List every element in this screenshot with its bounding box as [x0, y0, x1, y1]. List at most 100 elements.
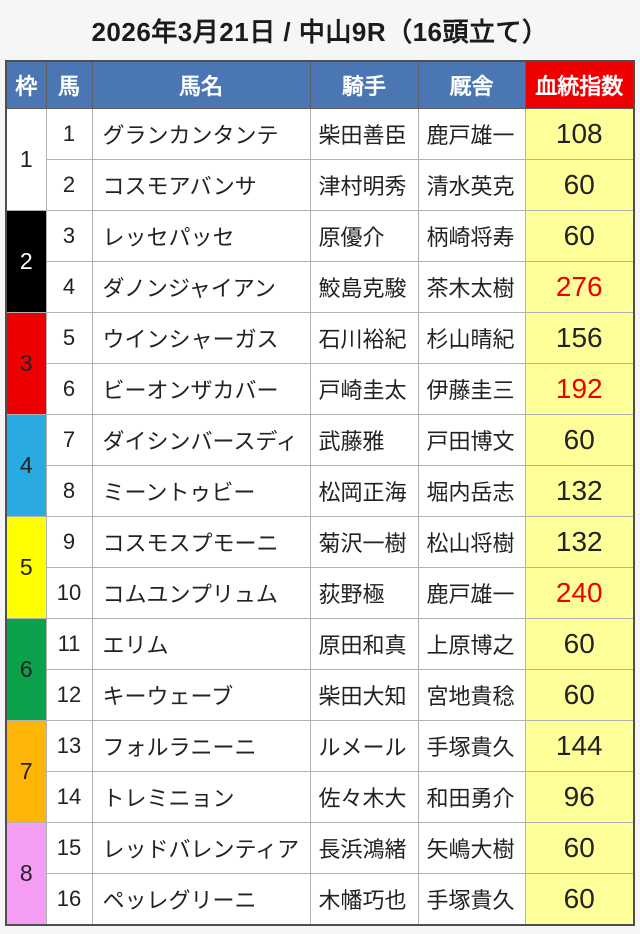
- horse-number-cell: 15: [45, 822, 93, 874]
- blood-index-cell: 132: [524, 465, 635, 517]
- table-header-row: 枠 馬 馬名 騎手 厩舎 血統指数: [5, 60, 635, 109]
- frame-number-cell: 1: [5, 108, 47, 211]
- header-jockey: 騎手: [309, 60, 419, 109]
- race-entry-table: 枠 馬 馬名 騎手 厩舎 血統指数 1 1 グランカンタンテ 柴田善臣 鹿戸雄一 108 2…: [5, 60, 635, 926]
- stable-name-cell: 和田勇介: [417, 771, 526, 823]
- horse-name-cell: ウインシャーガス: [91, 312, 311, 364]
- jockey-name-cell: 戸崎圭太: [309, 363, 419, 415]
- table-row: 7 13 フォルラニーニ ルメール 手塚貴久 144: [5, 720, 635, 823]
- blood-index-cell: 96: [524, 771, 635, 823]
- horse-number-cell: 16: [45, 873, 93, 926]
- horse-number-cell: 14: [45, 771, 93, 823]
- jockey-name-cell: 柴田善臣: [309, 108, 419, 160]
- jockey-name-cell: 石川裕紀: [309, 312, 419, 364]
- table-row: 6 ビーオンザカバー 戸崎圭太 伊藤圭三 192: [6, 363, 635, 415]
- header-blood-index: 血統指数: [524, 60, 635, 109]
- frame-number-cell: 4: [5, 414, 47, 517]
- horse-name-cell: コスモアバンサ: [91, 159, 311, 211]
- blood-index-cell: 60: [524, 669, 635, 721]
- blood-index-cell: 60: [524, 822, 635, 874]
- horse-name-cell: ペッレグリーニ: [91, 873, 311, 926]
- jockey-name-cell: 荻野極: [309, 567, 419, 619]
- table-row: 2 3 レッセパッセ 原優介 柄崎将寿 60: [5, 210, 635, 313]
- frame-number-cell: 6: [5, 618, 47, 721]
- frame-number-cell: 2: [5, 210, 47, 313]
- blood-index-cell: 276: [524, 261, 635, 313]
- horse-number-cell: 10: [45, 567, 93, 619]
- stable-name-cell: 矢嶋大樹: [417, 822, 526, 874]
- table-row: 4 ダノンジャイアン 鮫島克駿 茶木太樹 276: [6, 261, 635, 313]
- stable-name-cell: 宮地貴稔: [417, 669, 526, 721]
- jockey-name-cell: 武藤雅: [309, 414, 419, 466]
- table-row: 2 コスモアバンサ 津村明秀 清水英克 60: [6, 159, 635, 211]
- horse-number-cell: 6: [45, 363, 93, 415]
- jockey-name-cell: 松岡正海: [309, 465, 419, 517]
- horse-number-cell: 1: [45, 108, 93, 160]
- jockey-name-cell: 柴田大知: [309, 669, 419, 721]
- stable-name-cell: 鹿戸雄一: [417, 108, 526, 160]
- stable-name-cell: 松山将樹: [417, 516, 526, 568]
- blood-index-cell: 192: [524, 363, 635, 415]
- stable-name-cell: 茶木太樹: [417, 261, 526, 313]
- table-row: 4 7 ダイシンバースディ 武藤雅 戸田博文 60: [5, 414, 635, 517]
- blood-index-cell: 132: [524, 516, 635, 568]
- frame-number-cell: 7: [5, 720, 47, 823]
- stable-name-cell: 上原博之: [417, 618, 526, 670]
- table-row: 5 9 コスモスプモーニ 菊沢一樹 松山将樹 132: [5, 516, 635, 619]
- jockey-name-cell: ルメール: [309, 720, 419, 772]
- header-stable: 厩舎: [417, 60, 526, 109]
- frame-number-cell: 5: [5, 516, 47, 619]
- table-row: 8 ミーントゥビー 松岡正海 堀内岳志 132: [6, 465, 635, 517]
- blood-index-cell: 240: [524, 567, 635, 619]
- table-row: 1 1 グランカンタンテ 柴田善臣 鹿戸雄一 108: [5, 108, 635, 211]
- horse-name-cell: トレミニョン: [91, 771, 311, 823]
- header-frame: 枠: [5, 60, 47, 109]
- horse-number-cell: 9: [45, 516, 93, 568]
- horse-name-cell: ミーントゥビー: [91, 465, 311, 517]
- horse-number-cell: 12: [45, 669, 93, 721]
- horse-number-cell: 5: [45, 312, 93, 364]
- blood-index-cell: 144: [524, 720, 635, 772]
- horse-name-cell: ダノンジャイアン: [91, 261, 311, 313]
- horse-name-cell: フォルラニーニ: [91, 720, 311, 772]
- jockey-name-cell: 長浜鴻緒: [309, 822, 419, 874]
- horse-name-cell: ビーオンザカバー: [91, 363, 311, 415]
- jockey-name-cell: 原田和真: [309, 618, 419, 670]
- table-row: 16 ペッレグリーニ 木幡巧也 手塚貴久 60: [6, 873, 635, 926]
- blood-index-cell: 108: [524, 108, 635, 160]
- table-row: 10 コムユンプリュム 荻野極 鹿戸雄一 240: [6, 567, 635, 619]
- blood-index-cell: 60: [524, 618, 635, 670]
- horse-name-cell: ダイシンバースディ: [91, 414, 311, 466]
- horse-number-cell: 2: [45, 159, 93, 211]
- jockey-name-cell: 木幡巧也: [309, 873, 419, 926]
- blood-index-cell: 156: [524, 312, 635, 364]
- blood-index-cell: 60: [524, 210, 635, 262]
- table-row: 3 5 ウインシャーガス 石川裕紀 杉山晴紀 156: [5, 312, 635, 415]
- table-row: 12 キーウェーブ 柴田大知 宮地貴稔 60: [6, 669, 635, 721]
- jockey-name-cell: 津村明秀: [309, 159, 419, 211]
- stable-name-cell: 鹿戸雄一: [417, 567, 526, 619]
- horse-name-cell: キーウェーブ: [91, 669, 311, 721]
- frame-number-cell: 8: [5, 822, 47, 926]
- horse-name-cell: レッドバレンティア: [91, 822, 311, 874]
- stable-name-cell: 伊藤圭三: [417, 363, 526, 415]
- horse-number-cell: 7: [45, 414, 93, 466]
- jockey-name-cell: 鮫島克駿: [309, 261, 419, 313]
- blood-index-cell: 60: [524, 414, 635, 466]
- horse-table-body: 1 1 グランカンタンテ 柴田善臣 鹿戸雄一 108 2 コスモアバンサ 津村明秀 清水英克 60 2…: [5, 108, 635, 926]
- horse-name-cell: レッセパッセ: [91, 210, 311, 262]
- stable-name-cell: 杉山晴紀: [417, 312, 526, 364]
- header-horse-name: 馬名: [91, 60, 311, 109]
- stable-name-cell: 柄崎将寿: [417, 210, 526, 262]
- frame-number-cell: 3: [5, 312, 47, 415]
- table-row: 8 15 レッドバレンティア 長浜鴻緒 矢嶋大樹 60: [5, 822, 635, 926]
- blood-index-cell: 60: [524, 159, 635, 211]
- jockey-name-cell: 佐々木大: [309, 771, 419, 823]
- table-row: 14 トレミニョン 佐々木大 和田勇介 96: [6, 771, 635, 823]
- horse-name-cell: コムユンプリュム: [91, 567, 311, 619]
- horse-number-cell: 4: [45, 261, 93, 313]
- horse-number-cell: 11: [45, 618, 93, 670]
- stable-name-cell: 手塚貴久: [417, 873, 526, 926]
- page-title: 2026年3月21日 / 中山9R（16頭立て）: [91, 16, 549, 47]
- horse-number-cell: 8: [45, 465, 93, 517]
